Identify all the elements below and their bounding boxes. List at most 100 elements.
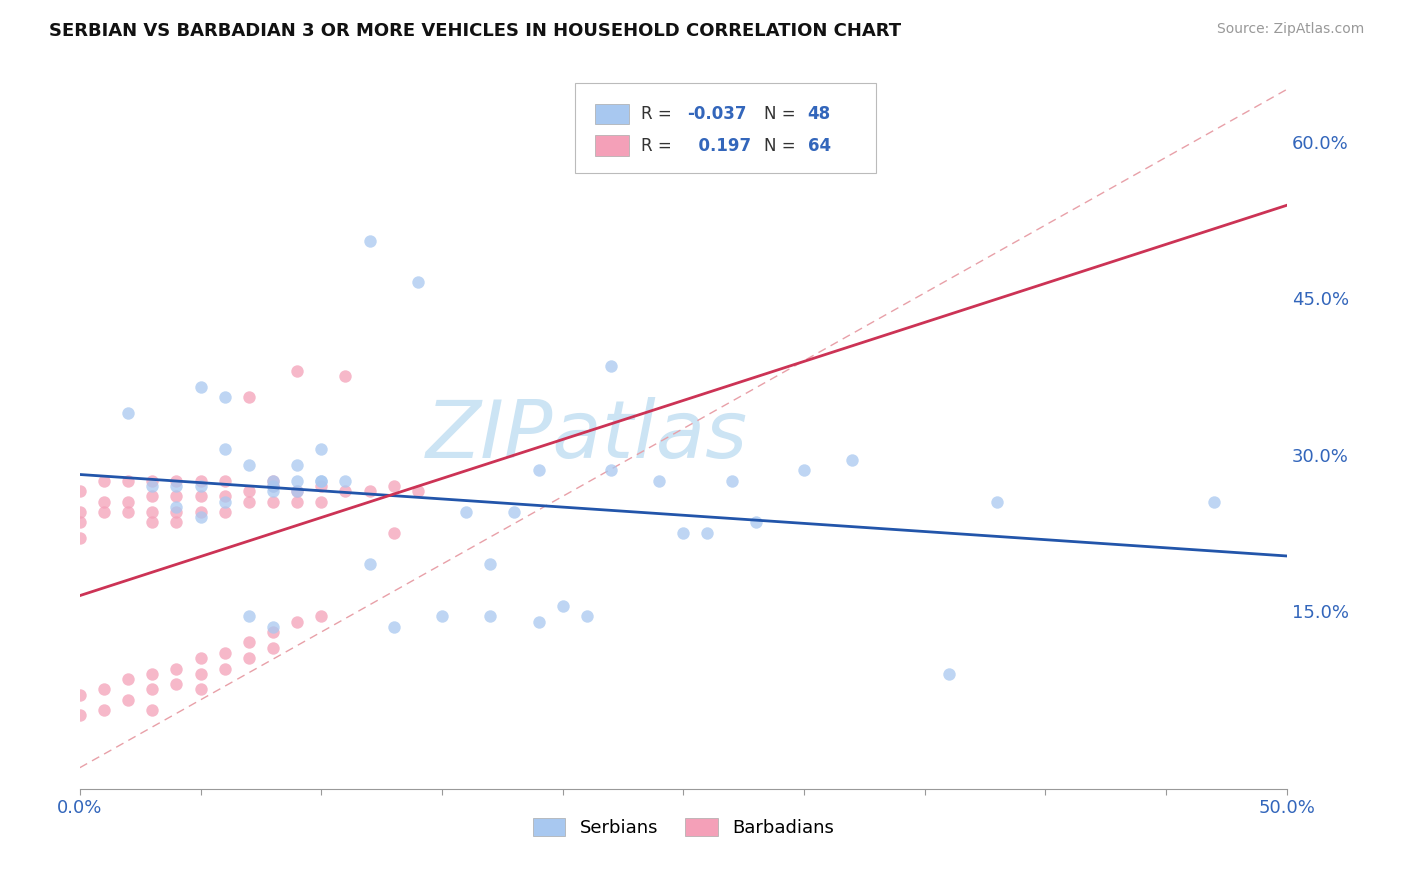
Point [141,479,163,493]
Point [214,494,236,508]
Point [190,510,212,524]
Point [238,609,260,624]
Point [93,703,115,717]
Text: 48: 48 [807,105,831,123]
Point [190,380,212,394]
Text: R =: R = [641,136,678,154]
Point [285,494,308,508]
Point [69,708,91,723]
Point [262,640,284,655]
Point [214,505,236,519]
Point [190,682,212,697]
Point [745,516,768,530]
Point [117,474,139,488]
Point [841,453,863,467]
Point [214,474,236,488]
Point [165,516,187,530]
Point [359,557,381,571]
Text: Source: ZipAtlas.com: Source: ZipAtlas.com [1216,22,1364,37]
Point [309,474,332,488]
Point [165,474,187,488]
Point [335,484,357,499]
Point [503,505,526,519]
Point [238,484,260,499]
Point [165,500,187,514]
Point [117,693,139,707]
Text: N =: N = [765,136,801,154]
Point [672,525,695,540]
Legend: Serbians, Barbadians: Serbians, Barbadians [526,811,841,845]
Point [214,489,236,503]
Point [262,484,284,499]
Point [69,484,91,499]
Point [190,474,212,488]
Point [1204,494,1226,508]
Point [285,458,308,472]
Point [238,651,260,665]
Point [69,516,91,530]
Point [648,474,671,488]
Point [141,474,163,488]
Point [117,672,139,686]
Point [406,276,429,290]
Point [69,688,91,702]
Point [309,479,332,493]
Point [141,682,163,697]
Text: -0.037: -0.037 [688,105,747,123]
Point [335,369,357,384]
Point [262,479,284,493]
Point [93,474,115,488]
FancyBboxPatch shape [595,136,628,155]
Point [69,505,91,519]
Point [551,599,574,613]
Point [309,609,332,624]
Text: ZIPatlas: ZIPatlas [426,397,748,475]
Point [262,620,284,634]
Point [720,474,742,488]
Point [165,661,187,675]
Point [165,489,187,503]
Point [600,463,623,477]
Point [190,489,212,503]
Point [117,494,139,508]
Point [190,666,212,681]
Point [165,479,187,493]
Point [190,651,212,665]
Point [117,406,139,420]
Point [479,557,502,571]
Point [382,479,405,493]
Point [141,666,163,681]
Point [214,390,236,404]
Point [793,463,815,477]
Text: N =: N = [765,105,801,123]
Point [190,479,212,493]
Point [214,661,236,675]
Point [359,484,381,499]
Point [93,494,115,508]
Point [479,609,502,624]
FancyBboxPatch shape [595,103,628,124]
Point [382,620,405,634]
Point [141,489,163,503]
Point [93,682,115,697]
Point [285,474,308,488]
Point [696,525,718,540]
Point [309,474,332,488]
Text: 0.197: 0.197 [688,136,751,154]
Point [214,646,236,660]
Point [117,505,139,519]
Point [262,494,284,508]
Point [93,505,115,519]
Point [141,703,163,717]
Point [262,474,284,488]
Point [600,359,623,373]
Point [309,442,332,457]
Text: R =: R = [641,105,678,123]
Point [575,609,598,624]
Point [986,494,1008,508]
Point [285,484,308,499]
Point [190,505,212,519]
Point [238,635,260,649]
Point [938,666,960,681]
Point [430,609,453,624]
